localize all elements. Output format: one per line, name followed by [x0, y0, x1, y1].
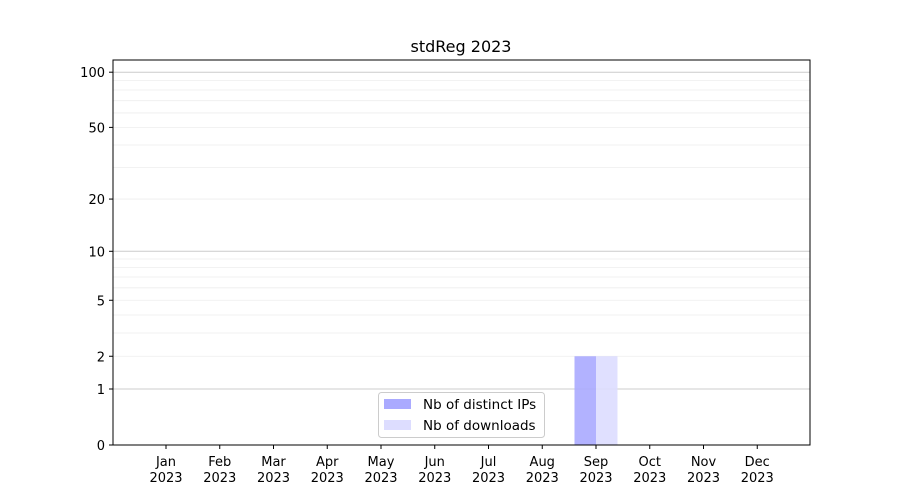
- x-tick-label: Apr: [316, 455, 339, 470]
- y-tick-label: 50: [88, 121, 105, 136]
- x-tick-label: Nov: [691, 455, 717, 470]
- chart-title: stdReg 2023: [411, 37, 512, 56]
- y-tick-label: 5: [97, 294, 105, 309]
- x-tick-label: 2023: [203, 471, 236, 486]
- legend: Nb of distinct IPs Nb of downloads: [378, 392, 545, 438]
- x-tick-label: Jun: [424, 455, 445, 470]
- x-tick-label: Feb: [208, 455, 231, 470]
- x-tick-label: 2023: [418, 471, 451, 486]
- plot-frame: [112, 59, 811, 446]
- y-tick-label: 1: [97, 383, 105, 398]
- legend-label-downloads: Nb of downloads: [423, 418, 536, 434]
- x-tick-label: 2023: [472, 471, 505, 486]
- x-tick-label: 2023: [741, 471, 774, 486]
- x-tick-label: 2023: [633, 471, 666, 486]
- x-tick-label: 2023: [311, 471, 344, 486]
- x-tick-label: 2023: [149, 471, 182, 486]
- y-tick-label: 10: [88, 245, 105, 260]
- y-tick-label: 0: [97, 439, 105, 454]
- bar-ips: [574, 356, 596, 445]
- legend-swatch-ips: [384, 399, 411, 409]
- x-tick-label: 2023: [364, 471, 397, 486]
- y-tick-label: 2: [97, 350, 105, 365]
- x-tick-label: Sep: [584, 455, 609, 470]
- x-tick-label: Dec: [745, 455, 770, 470]
- legend-swatch-downloads: [384, 420, 411, 430]
- bar-downloads: [596, 356, 618, 445]
- x-tick-label: Mar: [261, 455, 286, 470]
- x-tick-label: 2023: [687, 471, 720, 486]
- y-tick-label: 100: [80, 66, 105, 81]
- legend-frame: [378, 392, 545, 438]
- y-axis: 0 1 2 5 10 20 50 100: [80, 66, 113, 454]
- x-tick-label: Jan: [155, 455, 176, 470]
- x-tick-label: May: [368, 455, 395, 470]
- x-tick-label: 2023: [257, 471, 290, 486]
- y-tick-label: 20: [88, 193, 105, 208]
- x-tick-label: Aug: [530, 455, 555, 470]
- x-tick-label: Oct: [639, 455, 661, 470]
- bars: [574, 356, 618, 445]
- x-tick-label: 2023: [579, 471, 612, 486]
- grid: [113, 71, 810, 390]
- x-tick-label: Jul: [480, 455, 497, 470]
- x-axis: Jan2023Feb2023Mar2023Apr2023May2023Jun20…: [149, 445, 774, 486]
- legend-label-ips: Nb of distinct IPs: [423, 397, 536, 413]
- x-tick-label: 2023: [526, 471, 559, 486]
